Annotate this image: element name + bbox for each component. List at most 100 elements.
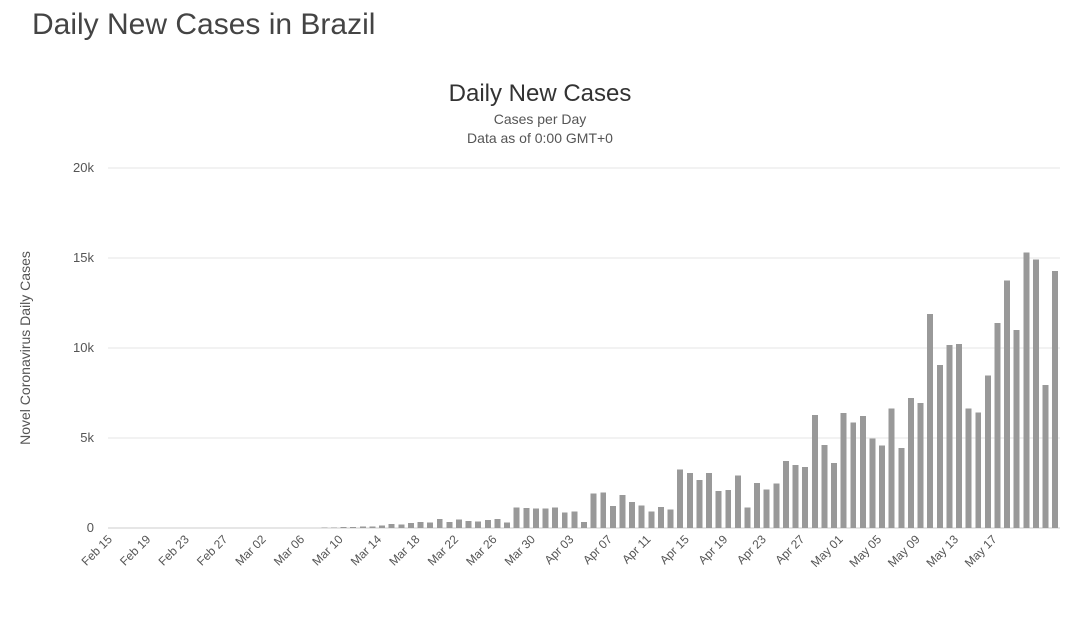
bar [735, 475, 741, 528]
x-tick-label: Apr 07 [580, 532, 615, 567]
bar [812, 415, 818, 528]
bar [456, 519, 462, 528]
x-tick-label: May 09 [885, 532, 923, 570]
bar [475, 521, 481, 527]
x-tick-label: Mar 18 [386, 532, 423, 569]
bar [350, 527, 356, 528]
bar [821, 445, 827, 528]
bar [504, 522, 510, 527]
bar [591, 493, 597, 528]
y-tick-label: 15k [73, 250, 94, 265]
bar [1014, 330, 1020, 528]
bar [619, 495, 625, 528]
bar [870, 438, 876, 527]
bar [581, 522, 587, 528]
bar [341, 527, 347, 528]
bar [725, 490, 731, 528]
chart-svg: 0 5k 10k 15k 20k Novel Coronavirus Daily Case… [0, 148, 1080, 608]
x-tick-label: Mar 02 [232, 532, 269, 569]
bar [831, 463, 837, 528]
bar [1004, 280, 1010, 528]
bar [408, 523, 414, 528]
bar [975, 412, 981, 527]
bar [850, 423, 856, 528]
bar [841, 413, 847, 528]
x-tick-label: Apr 15 [657, 532, 692, 567]
bar [639, 505, 645, 528]
bar [946, 345, 952, 528]
bar [485, 520, 491, 528]
y-tick-label: 20k [73, 160, 94, 175]
bar [446, 522, 452, 528]
bar [562, 512, 568, 527]
chart-title: Daily New Cases [0, 80, 1080, 108]
x-tick-label: Mar 14 [348, 532, 385, 569]
bar [552, 507, 558, 527]
x-tick-label: Apr 27 [772, 532, 807, 567]
bar [898, 448, 904, 528]
bar [879, 445, 885, 528]
bar [571, 511, 577, 528]
bar [533, 508, 539, 527]
bar [658, 507, 664, 528]
bar [427, 522, 433, 528]
x-tick-label: Apr 11 [619, 532, 654, 567]
bar [331, 527, 337, 528]
bar [466, 521, 472, 528]
x-tick-label: Mar 30 [502, 532, 539, 569]
bar [398, 524, 404, 527]
bar [1043, 385, 1049, 528]
bar [956, 344, 962, 528]
x-tick-label: May 05 [846, 532, 884, 570]
y-axis-title: Novel Coronavirus Daily Cases [17, 251, 33, 445]
x-tick-label: Apr 03 [542, 532, 577, 567]
bar [754, 483, 760, 528]
bar [927, 314, 933, 528]
x-tick-label: Apr 23 [734, 532, 769, 567]
bar [764, 489, 770, 527]
bar [629, 502, 635, 528]
bar [802, 467, 808, 528]
bar [889, 408, 895, 527]
bar [677, 469, 683, 528]
bar [687, 473, 693, 528]
bar [648, 511, 654, 527]
y-tick-label: 10k [73, 340, 94, 355]
bar [783, 461, 789, 528]
bar [668, 509, 674, 528]
bar [773, 483, 779, 528]
bar [600, 492, 606, 528]
bar [543, 508, 549, 528]
x-tick-label: May 01 [808, 532, 846, 570]
bar [860, 416, 866, 528]
bar [369, 526, 375, 527]
bar [918, 403, 924, 528]
x-tick-label: Feb 23 [156, 532, 193, 569]
x-tick-label: Mar 10 [309, 532, 346, 569]
bar [793, 465, 799, 528]
page-title: Daily New Cases in Brazil [32, 8, 375, 42]
bar [706, 473, 712, 528]
bar [418, 522, 424, 528]
x-tick-label: May 17 [962, 532, 1000, 570]
x-tick-label: May 13 [923, 532, 961, 570]
bar [523, 508, 529, 528]
bar [514, 507, 520, 528]
bar [1033, 259, 1039, 528]
bar [1023, 252, 1029, 527]
bar [610, 506, 616, 528]
chart-subtitle: Cases per Day Data as of 0:00 GMT+0 [0, 110, 1080, 148]
chart-subtitle-line1: Cases per Day [494, 111, 587, 127]
bar [696, 480, 702, 528]
bar [908, 398, 914, 528]
bar [937, 365, 943, 528]
x-tick-label: Mar 06 [271, 532, 308, 569]
y-tick-label: 0 [87, 520, 94, 535]
bar [985, 376, 991, 528]
chart-container: Daily New Cases Cases per Day Data as of… [0, 70, 1080, 608]
bar [321, 527, 327, 528]
x-tick-label: Feb 19 [117, 532, 154, 569]
bar [995, 323, 1001, 528]
y-tick-label: 5k [80, 430, 94, 445]
bar [744, 507, 750, 528]
